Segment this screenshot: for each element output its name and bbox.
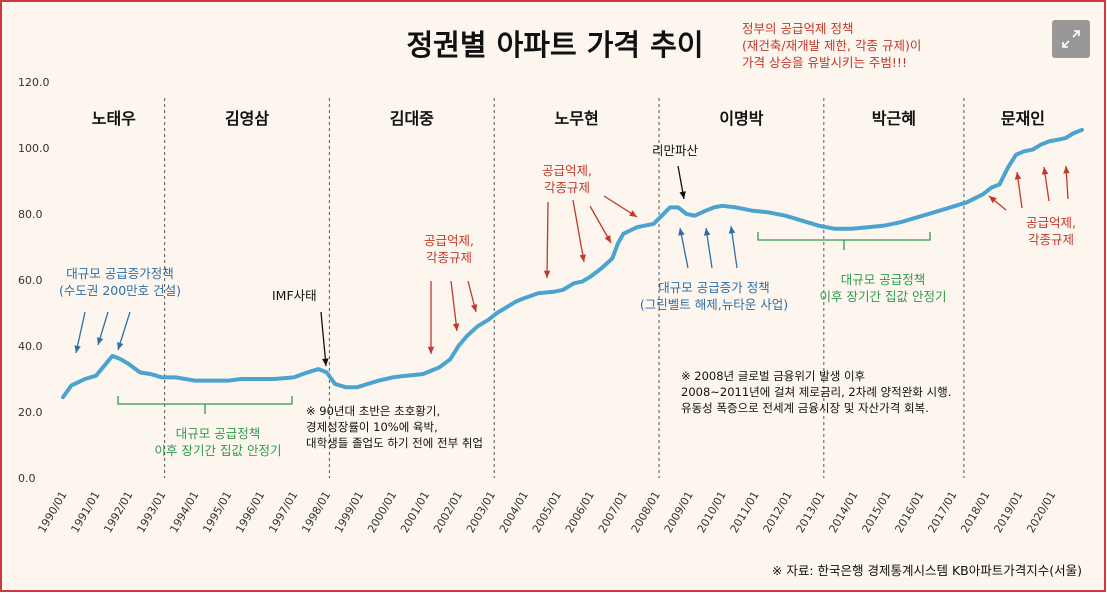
annotation-line: 이후 장기간 집값 안정기: [154, 443, 282, 458]
price-index-series: [61, 127, 1084, 400]
expand-icon: [1062, 30, 1080, 48]
red-arrow: [546, 201, 549, 279]
annotation-line: ※ 90년대 초반은 초호황기,: [306, 404, 441, 418]
annotation-line: 공급억제,: [424, 233, 474, 248]
y-tick-label: 80.0: [18, 208, 43, 221]
regime-label: 박근혜: [872, 109, 916, 128]
blue-arrow-head: [97, 337, 104, 345]
annotation-line: 공급억제,: [1026, 215, 1076, 230]
series-line: [61, 127, 1084, 400]
note-1990s: ※ 90년대 초반은 초호황기, 경제성장률이 10%에 육박, 대학생들 졸업…: [306, 403, 483, 451]
red-arrow: [450, 280, 458, 332]
green-stable-note-1: 대규모 공급정책 이후 장기간 집값 안정기: [118, 425, 318, 459]
blue-supply-note-2: 대규모 공급증가 정책 (그린벨트 해제,뉴타운 사업): [614, 279, 814, 313]
y-tick-label: 60.0: [18, 274, 43, 287]
annotation-line: (그린벨트 해제,뉴타운 사업): [639, 297, 789, 312]
annotation-line: 2008~2011년에 걸쳐 제로금리, 2차례 양적완화 시행.: [681, 385, 952, 399]
lehman-label: 리만파산: [652, 143, 699, 158]
y-axis-tick-labels: 0.0 20.0 40.0 60.0 80.0 100.0 120.0: [18, 76, 50, 485]
y-tick-label: 20.0: [18, 406, 43, 419]
blue-arrow-head: [74, 345, 81, 353]
regime-label: 김대중: [390, 109, 434, 128]
annotation-arrows: [74, 165, 1070, 367]
annotation-line: 대규모 공급증가 정책: [658, 280, 770, 295]
header-note-line: 가격 상승을 유발시키는 주범!!!: [742, 55, 907, 70]
note-2008: ※ 2008년 글로벌 금융위기 발생 이후 2008~2011년에 걸쳐 제로…: [681, 368, 951, 416]
red-arrow-head: [629, 210, 637, 217]
red-arrow: [572, 199, 585, 263]
red-arrow-head: [471, 304, 478, 312]
blue-arrow-head: [703, 228, 711, 236]
annotation-line: 대규모 공급증가정책: [66, 266, 174, 281]
annotation-line: 공급억제,: [542, 163, 592, 178]
red-arrow-head: [1014, 172, 1022, 180]
regime-label: 노무현: [555, 109, 599, 128]
expand-button[interactable]: [1052, 20, 1090, 58]
red-suppress-note-2: 공급억제, 각종규제: [522, 162, 612, 196]
red-arrow-head: [427, 346, 435, 354]
stability-bracket-2: [757, 232, 931, 250]
red-arrow-head: [579, 254, 586, 262]
blue-supply-note-1: 대규모 공급증가정책 (수도권 200만호 건설): [40, 265, 200, 299]
header-policy-note: 정부의 공급억제 정책 (재건축/재개발 제한, 각종 규제)이 가격 상승을 …: [742, 20, 921, 71]
source-note: ※ 자료: 한국은행 경제통계시스템 KB아파트가격지수(서울): [772, 563, 1082, 578]
annotation-line: 각종규제: [543, 180, 590, 195]
red-arrow-head: [989, 196, 997, 204]
green-stable-note-2: 대규모 공급정책 이후 장기간 집값 안정기: [783, 271, 983, 305]
annotation-line: 각종규제: [1027, 232, 1074, 247]
stability-bracket-1: [117, 396, 293, 414]
black-arrow-head: [679, 191, 686, 199]
y-tick-label: 120.0: [18, 76, 50, 89]
annotation-line: 유동성 폭증으로 전세계 금융시장 및 자산가격 회복.: [681, 401, 929, 415]
red-suppress-note-3: 공급억제, 각종규제: [1006, 214, 1096, 248]
red-suppress-note-1: 공급억제, 각종규제: [404, 232, 494, 266]
black-arrow-head: [322, 358, 329, 366]
red-arrow-head: [604, 235, 611, 243]
annotation-line: 대학생들 졸업도 하기 전에 전부 취업: [306, 436, 483, 450]
annotation-line: 대규모 공급정책: [840, 272, 926, 287]
annotation-line: 경제성장률이 10%에 육박,: [306, 420, 438, 434]
y-tick-label: 100.0: [18, 142, 50, 155]
regime-label: 이명박: [719, 109, 763, 128]
y-tick-label: 40.0: [18, 340, 43, 353]
header-note-line: 정부의 공급억제 정책: [742, 21, 854, 36]
regime-label: 문재인: [1001, 109, 1045, 128]
blue-arrow-head: [117, 342, 124, 350]
red-arrow-head: [1063, 166, 1070, 174]
annotation-line: 이후 장기간 집값 안정기: [819, 289, 947, 304]
red-arrow-head: [1041, 167, 1049, 175]
annotation-line: 대규모 공급정책: [175, 426, 261, 441]
stability-brackets: [117, 232, 931, 414]
red-arrow-head: [452, 323, 460, 331]
black-arrow: [320, 311, 327, 367]
annotation-line: ※ 2008년 글로벌 금융위기 발생 이후: [681, 369, 866, 383]
red-arrow-head: [543, 270, 551, 278]
regime-label: 노태우: [92, 109, 136, 128]
blue-arrow-head: [678, 228, 685, 236]
header-note-line: (재건축/재개발 제한, 각종 규제)이: [742, 38, 922, 53]
y-tick-label: 0.0: [18, 472, 36, 485]
annotation-line: (수도권 200만호 건설): [58, 283, 182, 298]
imf-label: IMF사태: [272, 288, 317, 303]
chart-title: 정권별 아파트 가격 추이: [406, 28, 703, 62]
blue-arrow-head: [728, 226, 736, 234]
regime-labels: 노태우 김영삼 김대중 노무현 이명박 박근혜 문재인: [92, 109, 1045, 128]
annotation-line: 각종규제: [425, 250, 472, 265]
regime-label: 김영삼: [225, 109, 269, 128]
